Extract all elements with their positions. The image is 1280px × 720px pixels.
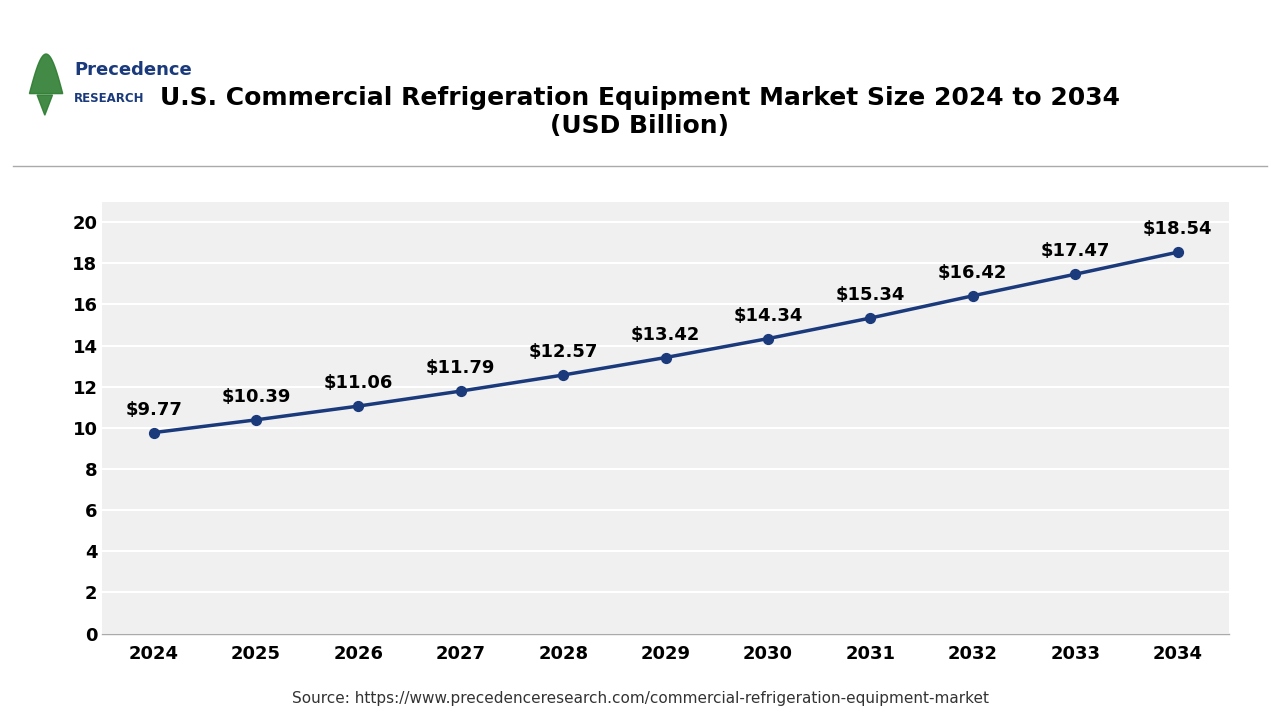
Text: $15.34: $15.34 [836, 286, 905, 304]
Text: $13.42: $13.42 [631, 325, 700, 343]
Text: Precedence: Precedence [74, 61, 192, 79]
Text: $14.34: $14.34 [733, 307, 803, 325]
Text: $10.39: $10.39 [221, 388, 291, 406]
Text: $12.57: $12.57 [529, 343, 598, 361]
Point [451, 385, 471, 397]
Text: U.S. Commercial Refrigeration Equipment Market Size 2024 to 2034
(USD Billion): U.S. Commercial Refrigeration Equipment … [160, 86, 1120, 138]
Text: $11.79: $11.79 [426, 359, 495, 377]
Point [758, 333, 778, 344]
Polygon shape [29, 54, 63, 94]
Point [1167, 246, 1188, 258]
Point [553, 369, 573, 381]
Point [860, 312, 881, 324]
Point [348, 400, 369, 412]
Point [1065, 269, 1085, 280]
Point [143, 427, 164, 438]
Point [655, 352, 676, 364]
Text: $17.47: $17.47 [1041, 243, 1110, 261]
Text: RESEARCH: RESEARCH [74, 92, 145, 105]
Polygon shape [37, 95, 52, 115]
Point [963, 290, 983, 302]
Text: $11.06: $11.06 [324, 374, 393, 392]
Text: $16.42: $16.42 [938, 264, 1007, 282]
Text: Source: https://www.precedenceresearch.com/commercial-refrigeration-equipment-ma: Source: https://www.precedenceresearch.c… [292, 690, 988, 706]
Text: $18.54: $18.54 [1143, 220, 1212, 238]
Text: $9.77: $9.77 [125, 401, 182, 419]
Point [246, 414, 266, 426]
